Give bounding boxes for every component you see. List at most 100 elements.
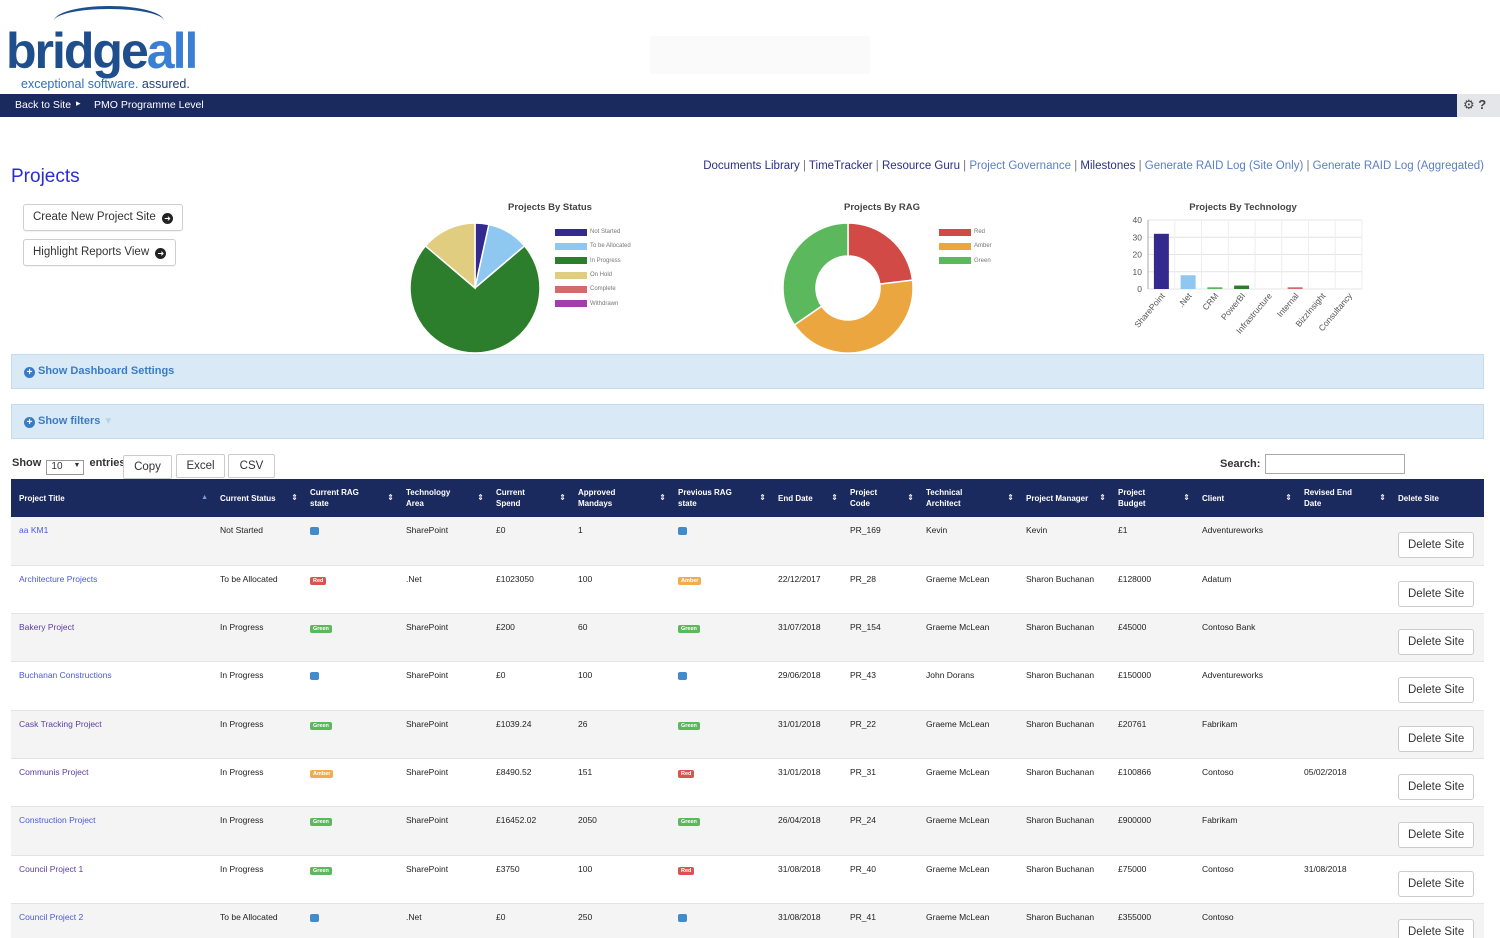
quick-link-2[interactable]: Resource Guru [882, 160, 960, 172]
cell-pm: Sharon Buchanan [1018, 758, 1110, 808]
cell-mandays: 100 [570, 855, 670, 904]
previous-rag-badge [678, 672, 687, 681]
cell-status: In Progress [212, 613, 302, 663]
column-header-approved[interactable]: Approved Mandays ⇕ [570, 479, 670, 517]
rag-cell [302, 903, 398, 938]
previous-rag-badge: Green [678, 625, 700, 634]
column-header-label: state [678, 499, 697, 508]
delete-site-button[interactable]: Delete Site [1398, 677, 1475, 704]
cell-mandays: 151 [570, 758, 670, 808]
project-title-link[interactable]: Bakery Project [11, 613, 212, 663]
delete-site-button[interactable]: Delete Site [1398, 773, 1475, 800]
column-header-project-manager[interactable]: Project Manager ⇕ [1018, 479, 1110, 517]
column-header-project[interactable]: Project Budget ⇕ [1110, 479, 1194, 517]
project-title-link[interactable]: Buchanan Constructions [11, 661, 212, 711]
column-header-current-status[interactable]: Current Status ⇕ [212, 479, 302, 517]
delete-site-button[interactable]: Delete Site [1398, 870, 1475, 897]
legend-item: To be Allocated [555, 239, 631, 253]
expand-plus-icon: + [24, 417, 35, 428]
cell-end: 31/08/2018 [770, 855, 842, 904]
copy-button[interactable]: Copy [123, 455, 172, 479]
cell-budget: £75000 [1110, 855, 1194, 904]
quick-link-0[interactable]: Documents Library [703, 160, 800, 172]
filter-funnel-icon: ▼ [103, 416, 114, 427]
project-title-link[interactable]: Construction Project [11, 806, 212, 856]
cell-spend: £0 [488, 661, 570, 711]
quick-link-3[interactable]: Project Governance [969, 160, 1072, 172]
delete-site-button[interactable]: Delete Site [1398, 580, 1475, 607]
delete-cell: Delete Site [1390, 903, 1484, 938]
cell-arch: Graeme McLean [918, 758, 1018, 808]
sort-both-icon: ⇕ [291, 493, 298, 502]
previous-rag-badge: Green [678, 721, 700, 730]
sort-both-icon: ⇕ [1285, 493, 1292, 502]
cell-budget: £1 [1110, 517, 1194, 566]
delete-site-button[interactable]: Delete Site [1398, 918, 1475, 938]
legend-label: Red [974, 229, 986, 236]
column-header-technology[interactable]: Technology Area ⇕ [398, 479, 488, 517]
column-header-technical[interactable]: Technical Architect ⇕ [918, 479, 1018, 517]
legend-swatch [555, 228, 587, 236]
quick-link-1[interactable]: TimeTracker [808, 160, 873, 172]
project-title-link[interactable]: Architecture Projects [11, 565, 212, 615]
filters-panel[interactable]: + Show filters ▼ [11, 404, 1484, 439]
chevron-down-icon: ▼ [73, 462, 81, 469]
search-label: Search: [1220, 458, 1261, 470]
link-separator: | [959, 160, 970, 172]
delete-site-button[interactable]: Delete Site [1398, 629, 1475, 656]
project-title-link[interactable]: Council Project 1 [11, 855, 212, 904]
breadcrumb-current[interactable]: PMO Programme Level [94, 99, 204, 111]
create-project-site-button[interactable]: Create New Project Site ➜ [23, 204, 183, 231]
column-header-project-title[interactable]: Project Title ▲ [11, 479, 212, 517]
bar-sharepoint [1153, 233, 1169, 289]
quick-link-5[interactable]: Generate RAID Log (Site Only) [1144, 160, 1304, 172]
project-title-link[interactable]: Communis Project [11, 758, 212, 808]
project-title-link[interactable]: Council Project 2 [11, 903, 212, 938]
cell-client: Contoso [1194, 855, 1296, 904]
search-input[interactable] [1265, 454, 1405, 474]
cell-end: 22/12/2017 [770, 565, 842, 615]
project-title-link[interactable]: aa KM1 [11, 517, 212, 566]
cell-end: 26/04/2018 [770, 806, 842, 856]
quick-link-4[interactable]: Milestones [1080, 160, 1136, 172]
dashboard-settings-panel[interactable]: + Show Dashboard Settings [11, 354, 1484, 389]
column-header-client[interactable]: Client ⇕ [1194, 479, 1296, 517]
csv-button[interactable]: CSV [228, 454, 275, 478]
delete-cell: Delete Site [1390, 806, 1484, 856]
current-rag-badge [310, 527, 319, 535]
entries-select[interactable]: 10 ▼ [46, 460, 85, 475]
delete-cell: Delete Site [1390, 613, 1484, 663]
column-header-label: Date [1304, 499, 1322, 508]
cell-client: Adventureworks [1194, 661, 1296, 711]
delete-site-button[interactable]: Delete Site [1398, 532, 1475, 558]
quick-link-6[interactable]: Generate RAID Log (Aggregated) [1312, 160, 1484, 172]
delete-site-button[interactable]: Delete Site [1398, 725, 1475, 752]
cell-tech: .Net [398, 903, 488, 938]
project-title-link[interactable]: Cask Tracking Project [11, 710, 212, 759]
sort-both-icon: ⇕ [759, 493, 766, 502]
cell-spend: £200 [488, 613, 570, 663]
settings-help-icons[interactable]: ⚙ ? [1457, 94, 1500, 117]
highlight-reports-button[interactable]: Highlight Reports View ➜ [23, 239, 177, 266]
cell-end: 31/01/2018 [770, 710, 842, 759]
column-header-project[interactable]: Project Code ⇕ [842, 479, 918, 517]
slice-in-progress [409, 244, 541, 354]
column-header-revised-end[interactable]: Revised End Date ⇕ [1296, 479, 1390, 517]
delete-site-button[interactable]: Delete Site [1398, 822, 1475, 849]
cell-mandays: 2050 [570, 806, 670, 856]
column-header-end-date[interactable]: End Date ⇕ [770, 479, 842, 517]
cell-tech: .Net [398, 565, 488, 615]
legend-item: Amber [939, 239, 992, 253]
column-header-current[interactable]: Current Spend ⇕ [488, 479, 570, 517]
bar-powerbi [1234, 285, 1250, 289]
excel-button[interactable]: Excel [176, 454, 225, 478]
bridgeall-logo[interactable]: bridgeall exceptional software. assured. [6, 4, 206, 92]
previous-rag-badge: Amber [678, 576, 702, 585]
column-header-current-rag[interactable]: Current RAG state ⇕ [302, 479, 398, 517]
cell-arch: Graeme McLean [918, 710, 1018, 759]
cell-tech: SharePoint [398, 661, 488, 711]
cell-budget: £45000 [1110, 613, 1194, 663]
back-to-site-link[interactable]: Back to Site [15, 99, 72, 111]
cell-status: In Progress [212, 806, 302, 856]
column-header-previous-rag[interactable]: Previous RAG state ⇕ [670, 479, 770, 517]
